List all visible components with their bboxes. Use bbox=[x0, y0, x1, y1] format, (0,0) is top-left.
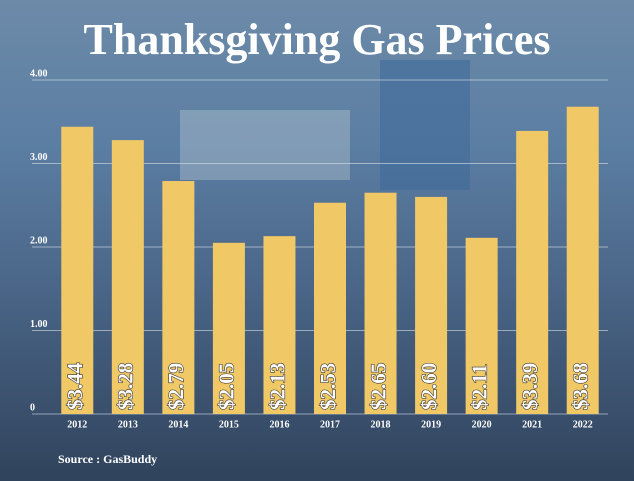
x-tick-label: 2022 bbox=[573, 419, 593, 430]
value-label: $2.05 bbox=[215, 363, 239, 410]
bar bbox=[263, 236, 296, 414]
x-tick-label: 2020 bbox=[472, 419, 492, 430]
background-sign bbox=[180, 110, 350, 180]
value-label: $2.53 bbox=[316, 363, 340, 410]
x-tick-label: 2015 bbox=[219, 419, 239, 430]
value-label: $3.44 bbox=[63, 362, 87, 410]
bar bbox=[111, 140, 144, 414]
x-tick-label: 2016 bbox=[269, 419, 289, 430]
bar bbox=[516, 130, 549, 414]
source: Source : GasBuddy bbox=[58, 452, 157, 466]
background-sign bbox=[380, 60, 470, 190]
y-tick-label: 0 bbox=[30, 402, 35, 413]
value-label: $3.68 bbox=[569, 363, 593, 410]
bar bbox=[61, 126, 94, 414]
value-label: $3.28 bbox=[114, 363, 138, 410]
value-label: $2.79 bbox=[164, 363, 188, 410]
value-label: $2.13 bbox=[265, 363, 289, 410]
bar bbox=[212, 242, 245, 414]
y-tick-label: 1.00 bbox=[30, 319, 48, 330]
chart-title: Thanksgiving Gas Prices bbox=[84, 15, 551, 64]
x-tick-label: 2019 bbox=[421, 419, 441, 430]
bar bbox=[314, 202, 346, 414]
value-label: $2.65 bbox=[366, 363, 390, 410]
bar bbox=[566, 106, 599, 414]
x-tick-label: 2017 bbox=[320, 419, 340, 430]
value-label: $2.11 bbox=[467, 364, 491, 410]
x-tick-label: 2018 bbox=[371, 419, 391, 430]
x-tick-label: 2013 bbox=[118, 419, 138, 430]
y-tick-label: 3.00 bbox=[30, 152, 48, 163]
x-tick-label: 2012 bbox=[67, 419, 87, 430]
y-tick-label: 4.00 bbox=[30, 68, 48, 79]
bar bbox=[162, 181, 195, 414]
y-tick-label: 2.00 bbox=[30, 235, 48, 246]
bar bbox=[465, 237, 498, 414]
bar bbox=[364, 192, 397, 414]
value-label: $3.39 bbox=[518, 363, 542, 410]
value-label: $2.60 bbox=[417, 363, 441, 410]
x-tick-label: 2021 bbox=[522, 419, 542, 430]
bar bbox=[415, 196, 448, 414]
x-tick-label: 2014 bbox=[168, 419, 188, 430]
